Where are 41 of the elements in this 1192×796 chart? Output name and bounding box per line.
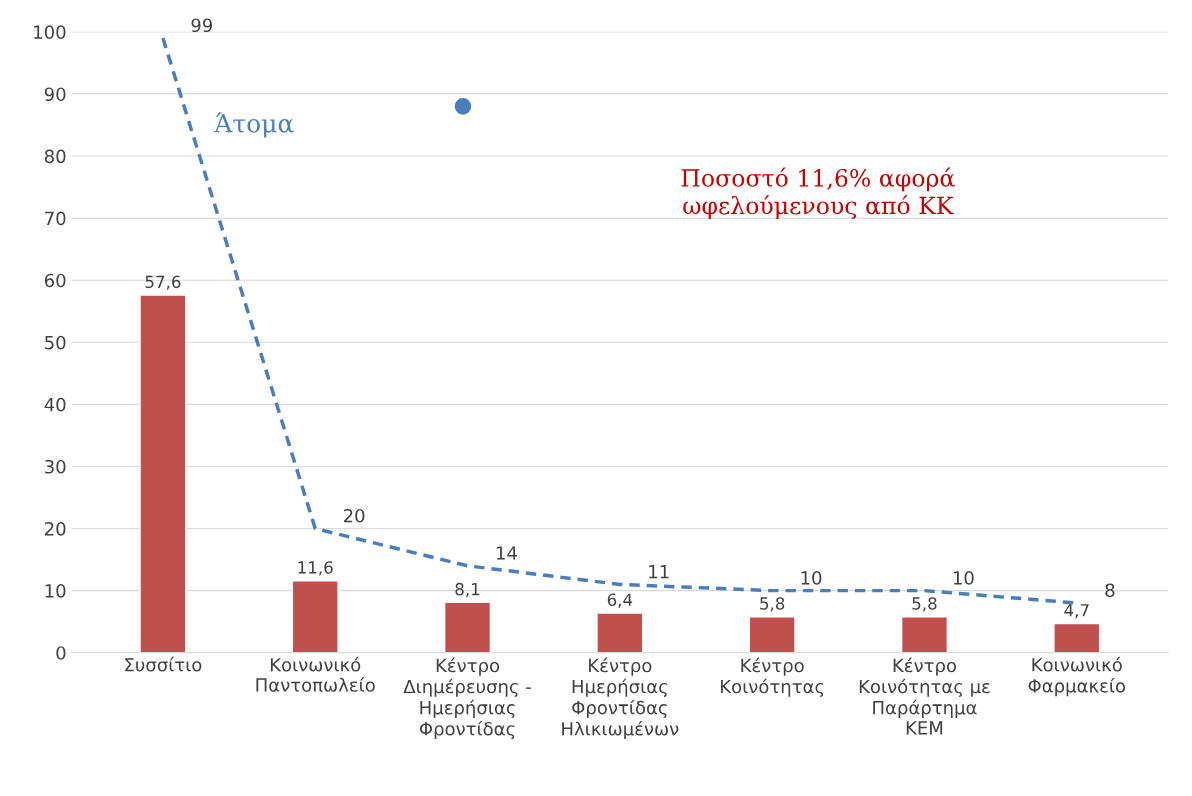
x-tick-label: Κοινωνικό Παντοπωλείο	[256, 656, 375, 692]
data-label: 4,7	[1064, 604, 1089, 619]
data-label: 8,1	[455, 582, 480, 598]
y-tick-label: 30	[45, 459, 66, 474]
data-label: 5,8	[912, 597, 937, 612]
data-label: 10	[953, 571, 974, 585]
y-tick-label: 0	[56, 646, 66, 660]
x-tick-label: Κέντρο Διημέρευσης - Ημερήσιας Φροντίδας	[403, 657, 531, 740]
data-label: 57,6	[145, 275, 181, 290]
series-label: Άτομα	[214, 112, 294, 138]
bar	[748, 616, 796, 653]
x-tick-label: Κέντρο Κοινότητας με Παράρτημα ΚΕΜ	[859, 657, 990, 735]
x-tick-label: Κέντρο Κοινότητας	[721, 657, 824, 697]
y-tick-label: 10	[45, 584, 66, 598]
data-label: 8	[1105, 583, 1115, 598]
bar	[443, 601, 492, 653]
bar	[1053, 622, 1101, 653]
y-tick-label: 20	[45, 522, 66, 536]
y-tick-label: 70	[45, 211, 66, 226]
data-label: 5,8	[760, 597, 785, 612]
bar	[291, 580, 339, 653]
y-tick-label: 50	[45, 335, 66, 350]
y-tick-label: 40	[44, 397, 66, 412]
data-label: 14	[496, 546, 517, 560]
bar	[139, 294, 187, 653]
data-label: 6,4	[607, 593, 633, 608]
annotation: Ποσοστό 11,6% αφορά ωφελούμενους από ΚΚ	[681, 167, 955, 219]
y-tick-label: 90	[44, 87, 66, 102]
x-tick-label: Κοινωνικό Φαρμακείο	[1028, 656, 1126, 697]
y-tick-label: 80	[44, 149, 66, 164]
x-tick-label: Συσσίτιο	[125, 656, 202, 672]
bar	[596, 612, 644, 653]
data-label: 11,6	[298, 561, 333, 576]
data-label: 11	[649, 565, 669, 579]
bar	[900, 616, 949, 653]
y-tick-label: 100	[34, 25, 66, 39]
data-label: 10	[801, 571, 822, 585]
y-tick-label: 60	[44, 273, 66, 288]
data-label: 20	[343, 508, 365, 523]
data-label: 99	[191, 18, 213, 33]
x-tick-label: Κέντρο Ημερήσιας Φροντίδας Ηλικιωμένων	[562, 657, 679, 740]
